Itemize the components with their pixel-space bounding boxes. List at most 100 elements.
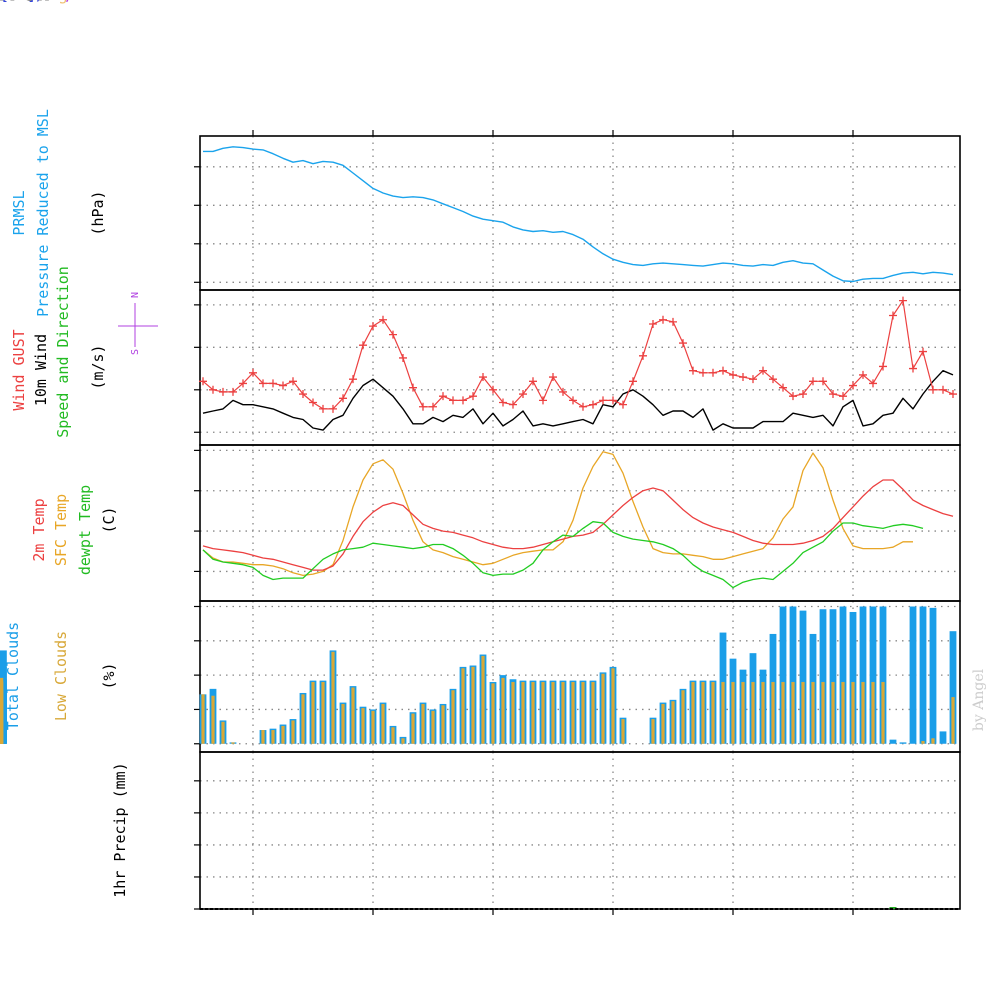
low-cloud-bar — [461, 668, 465, 744]
low-cloud-bar — [451, 690, 455, 744]
low-cloud-bar — [561, 681, 565, 744]
total-cloud-bar — [909, 606, 917, 744]
low-cloud-bar — [341, 703, 345, 744]
top-time-label: 00Z — [0, 0, 14, 4]
gust-point — [709, 368, 717, 377]
gust-point — [559, 387, 567, 396]
bottom-time-label: 20DEC — [0, 0, 23, 4]
low-cloud-bar — [701, 681, 705, 744]
wind-gust-markers — [199, 297, 957, 413]
bottom-time-label: 00Z — [0, 0, 14, 4]
low-cloud-bar — [881, 681, 885, 744]
low-cloud-bar — [661, 703, 665, 744]
wind-10m-series-line — [202, 370, 954, 431]
total-cloud-bar — [819, 609, 827, 744]
gust-point — [579, 402, 587, 411]
low-cloud-bar — [531, 681, 535, 744]
total-cloud-bar — [919, 606, 927, 744]
total-cloud-bar — [849, 611, 857, 744]
cloud-label-low: Low Clouds — [52, 631, 70, 721]
gust-point — [299, 390, 307, 399]
cloud-bars — [0, 606, 957, 744]
gust-point — [569, 396, 577, 405]
low-cloud-bar — [291, 720, 295, 744]
precip-label-unit: 1hr Precip (mm) — [111, 762, 129, 897]
bottom-time-label: 22DEC — [0, 0, 23, 4]
gust-point — [649, 319, 657, 328]
pressure-label-msl: Pressure Reduced to MSL — [34, 109, 52, 317]
low-cloud-bar — [321, 681, 325, 744]
wind-label-10m: 10m Wind — [32, 334, 50, 406]
gust-point — [839, 392, 847, 401]
low-cloud-bar — [261, 730, 265, 744]
gust-point — [459, 396, 467, 405]
temp-label-2m: 2m Temp — [30, 498, 48, 561]
gust-point — [629, 377, 637, 386]
precip-label-snow: Snow/1h — [0, 0, 63, 4]
gust-point — [469, 392, 477, 401]
gust-point — [549, 373, 557, 382]
low-cloud-bar — [671, 701, 675, 744]
clouds-y-axis: 0255075100 — [194, 605, 200, 745]
gust-point — [519, 390, 527, 399]
gust-point — [489, 385, 497, 394]
top-time-axis: 202220DEC00Z12Z21DEC00Z12Z22DEC00Z12Z — [0, 0, 854, 136]
low-cloud-bar — [271, 730, 275, 744]
gust-point — [229, 387, 237, 396]
low-cloud-bar — [471, 666, 475, 744]
low-cloud-bar — [851, 681, 855, 744]
total-cloud-bar — [0, 666, 7, 744]
gust-point — [819, 377, 827, 386]
low-cloud-bar — [571, 681, 575, 744]
low-cloud-bar — [441, 705, 445, 744]
low-cloud-bar — [721, 681, 725, 744]
wind-compass: WE N S — [0, 0, 158, 355]
low-cloud-bar — [431, 710, 435, 744]
top-time-label: 22DEC — [0, 0, 23, 4]
low-cloud-bar — [491, 683, 495, 744]
gust-point — [799, 390, 807, 399]
top-time-label: 2022 — [0, 0, 18, 4]
precip-panel-frame — [199, 751, 961, 910]
gust-point — [729, 370, 737, 379]
total-cloud-bar — [929, 607, 937, 744]
low-cloud-bar — [611, 668, 615, 744]
low-cloud-bar — [921, 741, 925, 744]
compass-e: E — [0, 0, 3, 3]
gust-point — [829, 390, 837, 399]
total-cloud-bar — [859, 606, 867, 744]
location-title: Prizren — [0, 0, 51, 6]
chart-kind-title: Forecast Meteogram — [0, 0, 105, 4]
gust-point — [499, 398, 507, 407]
low-cloud-bar — [811, 681, 815, 744]
gust-point — [279, 381, 287, 390]
gust-point — [449, 396, 457, 405]
low-cloud-bar — [501, 677, 505, 744]
low-cloud-bar — [691, 681, 695, 744]
low-cloud-bar — [331, 651, 335, 744]
pressure-y-axis: 1020102510301035 — [194, 166, 200, 283]
top-time-label: 21DEC — [0, 0, 23, 4]
low-cloud-bar — [831, 681, 835, 744]
low-cloud-bar — [801, 681, 805, 744]
gust-point — [909, 364, 917, 373]
total-cloud-bar — [829, 609, 837, 744]
low-cloud-bar — [391, 727, 395, 744]
low-cloud-bar — [281, 725, 285, 744]
gust-point — [919, 347, 927, 356]
low-cloud-bar — [421, 703, 425, 744]
cloud-label-unit: (%) — [100, 662, 118, 689]
low-cloud-bar — [761, 681, 765, 744]
total-cloud-bar — [789, 606, 797, 744]
dewpt-series-line — [202, 521, 924, 589]
precip-y-axis: 00.20.40.60.8 — [194, 780, 200, 910]
temperature-y-axis: -3036 — [194, 449, 200, 573]
low-cloud-bar — [371, 710, 375, 744]
pressure-label-unit: (hPa) — [89, 190, 107, 235]
gust-point — [619, 400, 627, 409]
model-label: ICON–EU, ~ 7km — [0, 0, 126, 4]
gust-point — [779, 383, 787, 392]
watermark: by Angel — [971, 668, 987, 731]
gust-point — [359, 341, 367, 350]
